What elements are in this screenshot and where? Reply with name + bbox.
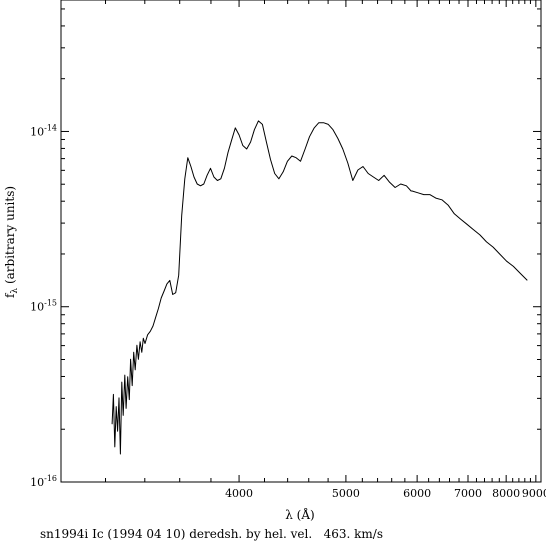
y-axis-ticks: 10-16 10-15 10-14: [30, 8, 541, 489]
x-tick-label: 9000: [522, 487, 546, 500]
x-axis-title: λ (Å): [285, 507, 314, 522]
x-axis-ticks: 4000 5000 6000 7000 80009000: [105, 0, 546, 500]
y-axis-title-symbol: f: [3, 292, 17, 298]
y-axis-title-subscript: λ: [10, 288, 20, 294]
y-tick-label: 10-15: [30, 299, 57, 314]
y-tick-label: 10-16: [30, 474, 57, 489]
x-tick-label: 6000: [403, 487, 431, 500]
x-tick-label: 7000: [454, 487, 482, 500]
y-axis-title-units: (arbitrary units): [3, 186, 17, 288]
spectrum-line: [111, 120, 528, 455]
x-tick-label: 8000: [492, 487, 520, 500]
plot-frame: [60, 0, 542, 483]
y-tick-label: 10-14: [30, 123, 57, 138]
x-tick-label: 5000: [332, 487, 360, 500]
y-axis-title: fλ (arbitrary units): [3, 186, 20, 298]
x-tick-label: 4000: [225, 487, 253, 500]
chart-caption: sn1994i Ic (1994 04 10) deredsh. by hel.…: [40, 527, 383, 541]
series-group: [111, 120, 528, 455]
